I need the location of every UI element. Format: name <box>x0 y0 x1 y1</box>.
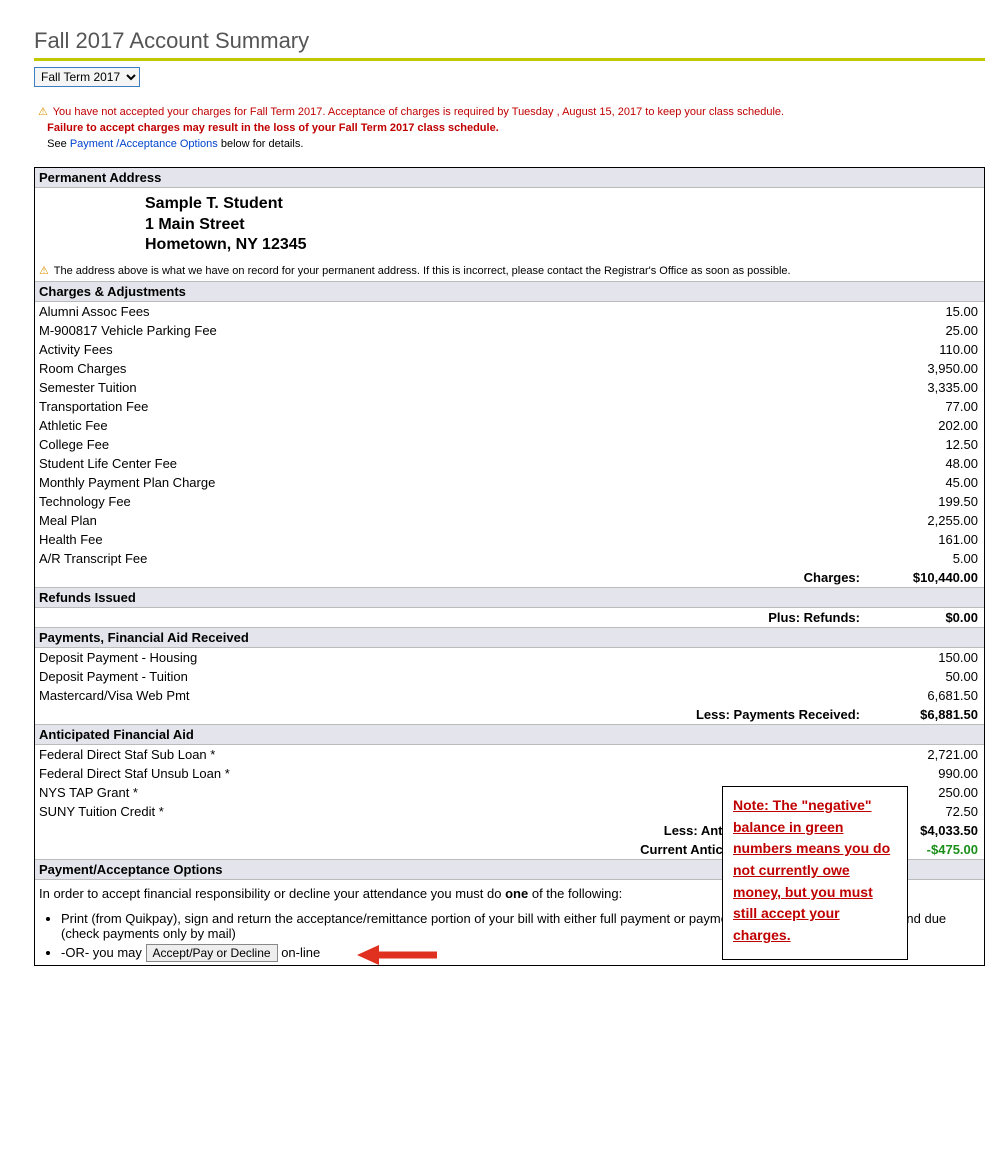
charge-label: M-900817 Vehicle Parking Fee <box>35 321 864 340</box>
aid-amount: 2,721.00 <box>864 745 984 764</box>
payments-table: Deposit Payment - Housing150.00Deposit P… <box>35 648 984 724</box>
address-name: Sample T. Student <box>145 194 984 215</box>
notice-line2: Failure to accept charges may result in … <box>47 122 499 134</box>
notice-line3a: See <box>47 138 70 150</box>
charge-amount: 45.00 <box>864 473 984 492</box>
charge-amount: 199.50 <box>864 492 984 511</box>
options-intro-a: In order to accept financial responsibil… <box>39 886 505 901</box>
accept-pay-decline-button[interactable]: Accept/Pay or Decline <box>146 944 278 962</box>
summary-panel: Permanent Address Sample T. Student 1 Ma… <box>34 167 985 966</box>
page-title: Fall 2017 Account Summary <box>34 28 985 54</box>
charge-amount: 12.50 <box>864 435 984 454</box>
section-payments: Payments, Financial Aid Received <box>35 627 984 648</box>
options-intro-b: one <box>505 886 528 901</box>
section-aid: Anticipated Financial Aid <box>35 724 984 745</box>
notice-line3b: below for details. <box>218 138 304 150</box>
charge-amount: 161.00 <box>864 530 984 549</box>
charge-amount: 48.00 <box>864 454 984 473</box>
section-refunds: Refunds Issued <box>35 587 984 608</box>
payments-total-amount: $6,881.50 <box>864 705 984 724</box>
charge-label: Activity Fees <box>35 340 864 359</box>
section-address: Permanent Address <box>35 168 984 188</box>
payment-label: Deposit Payment - Housing <box>35 648 864 667</box>
warning-icon: ⚠ <box>38 106 48 118</box>
payment-amount: 150.00 <box>864 648 984 667</box>
payment-amount: 50.00 <box>864 667 984 686</box>
payment-amount: 6,681.50 <box>864 686 984 705</box>
charge-label: Transportation Fee <box>35 397 864 416</box>
charge-amount: 3,950.00 <box>864 359 984 378</box>
charge-label: Semester Tuition <box>35 378 864 397</box>
warning-icon: ⚠ <box>39 265 49 277</box>
charge-label: Meal Plan <box>35 511 864 530</box>
notice-block: ⚠ You have not accepted your charges for… <box>38 105 985 153</box>
charge-label: Room Charges <box>35 359 864 378</box>
charge-label: Technology Fee <box>35 492 864 511</box>
option-bullet-2b: on-line <box>281 945 320 960</box>
charge-amount: 110.00 <box>864 340 984 359</box>
charge-amount: 25.00 <box>864 321 984 340</box>
charge-amount: 202.00 <box>864 416 984 435</box>
charge-amount: 77.00 <box>864 397 984 416</box>
option-bullet-2a: -OR- you may <box>61 945 146 960</box>
refunds-table: Plus: Refunds: $0.00 <box>35 608 984 627</box>
address-city: Hometown, NY 12345 <box>145 235 984 256</box>
aid-amount: 990.00 <box>864 764 984 783</box>
charge-amount: 5.00 <box>864 549 984 568</box>
charge-amount: 3,335.00 <box>864 378 984 397</box>
charge-label: College Fee <box>35 435 864 454</box>
charge-amount: 2,255.00 <box>864 511 984 530</box>
aid-label: Federal Direct Staf Unsub Loan * <box>35 764 864 783</box>
charge-label: Monthly Payment Plan Charge <box>35 473 864 492</box>
charge-label: A/R Transcript Fee <box>35 549 864 568</box>
payment-label: Mastercard/Visa Web Pmt <box>35 686 864 705</box>
options-intro-c: of the following: <box>528 886 622 901</box>
title-rule <box>34 58 985 61</box>
section-charges: Charges & Adjustments <box>35 281 984 302</box>
address-block: Sample T. Student 1 Main Street Hometown… <box>35 188 984 262</box>
notice-line1: You have not accepted your charges for F… <box>53 106 784 118</box>
charges-total-label: Charges: <box>35 568 864 587</box>
charge-label: Student Life Center Fee <box>35 454 864 473</box>
refunds-total-amount: $0.00 <box>864 608 984 627</box>
payments-total-label: Less: Payments Received: <box>35 705 864 724</box>
charge-label: Alumni Assoc Fees <box>35 302 864 321</box>
payment-options-link[interactable]: Payment /Acceptance Options <box>70 138 218 150</box>
payment-label: Deposit Payment - Tuition <box>35 667 864 686</box>
term-select[interactable]: Fall Term 2017 <box>34 67 140 87</box>
refunds-total-label: Plus: Refunds: <box>35 608 864 627</box>
charge-label: Health Fee <box>35 530 864 549</box>
charge-label: Athletic Fee <box>35 416 864 435</box>
annotation-note: Note: The "negative" balance in green nu… <box>722 786 908 960</box>
address-warning: ⚠ The address above is what we have on r… <box>35 262 984 281</box>
charges-table: Alumni Assoc Fees15.00M-900817 Vehicle P… <box>35 302 984 587</box>
aid-label: Federal Direct Staf Sub Loan * <box>35 745 864 764</box>
charges-total-amount: $10,440.00 <box>864 568 984 587</box>
address-street: 1 Main Street <box>145 215 984 236</box>
charge-amount: 15.00 <box>864 302 984 321</box>
address-warn-text: The address above is what we have on rec… <box>54 265 791 277</box>
